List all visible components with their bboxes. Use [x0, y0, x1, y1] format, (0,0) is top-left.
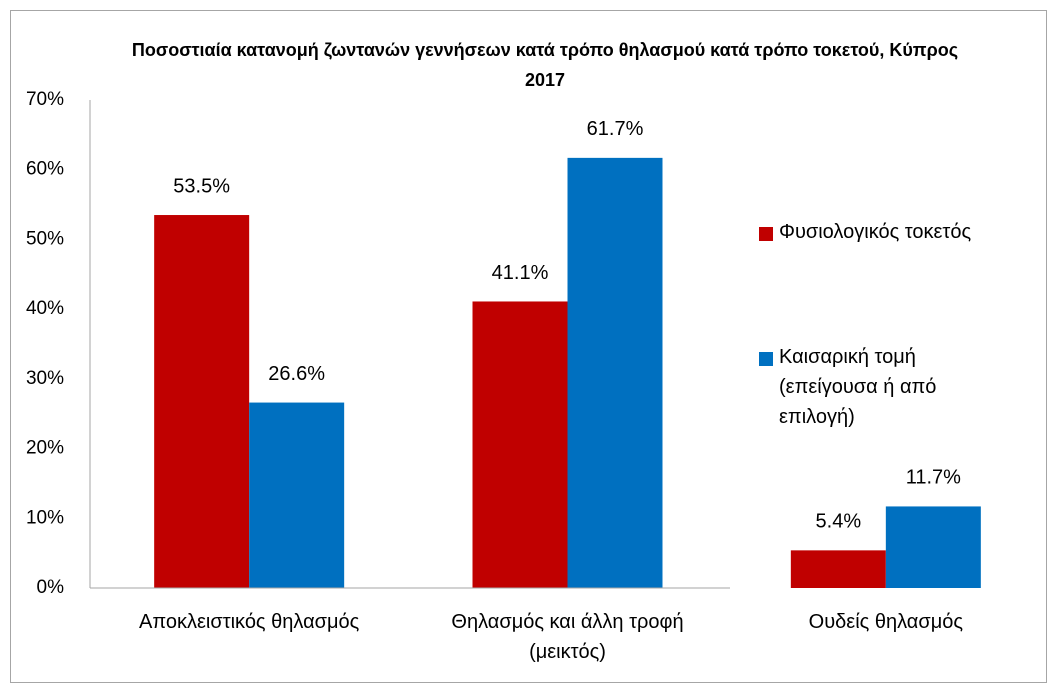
y-tick-label: 40%: [26, 298, 64, 319]
x-tick-label: Αποκλειστικός θηλασμός: [139, 611, 360, 633]
legend-label: Φυσιολογικός τοκετός: [779, 221, 972, 243]
y-tick-label: 20%: [26, 438, 64, 459]
chart-title: Ποσοστιαία κατανομή ζωντανών γεννήσεων κ…: [131, 40, 959, 90]
legend-label: Καισαρική τομή (επείγουσα ή από επιλογή): [779, 346, 937, 428]
value-label: 61.7%: [587, 118, 644, 140]
bar: [885, 506, 981, 588]
y-tick-label: 30%: [26, 368, 64, 389]
y-tick-label: 60%: [26, 159, 64, 180]
y-tick-label: 70%: [26, 89, 64, 110]
value-label: 41.1%: [492, 262, 549, 284]
bar: [567, 157, 663, 588]
bar: [154, 215, 250, 588]
value-label: 5.4%: [816, 511, 862, 533]
x-tick-label: Θηλασμός και άλλη τροφή (μεικτός): [451, 611, 684, 663]
bar: [249, 402, 345, 588]
legend-swatch: [759, 227, 773, 241]
bar: [472, 301, 568, 588]
y-tick-label: 10%: [26, 507, 64, 528]
value-label: 26.6%: [268, 363, 325, 385]
bar: [790, 550, 886, 588]
y-tick-label: 50%: [26, 228, 64, 249]
legend-swatch: [759, 352, 773, 366]
value-label: 53.5%: [173, 175, 230, 197]
x-tick-label: Ουδείς θηλασμός: [808, 611, 963, 633]
y-tick-label: 0%: [37, 577, 65, 598]
value-label: 11.7%: [906, 467, 961, 489]
